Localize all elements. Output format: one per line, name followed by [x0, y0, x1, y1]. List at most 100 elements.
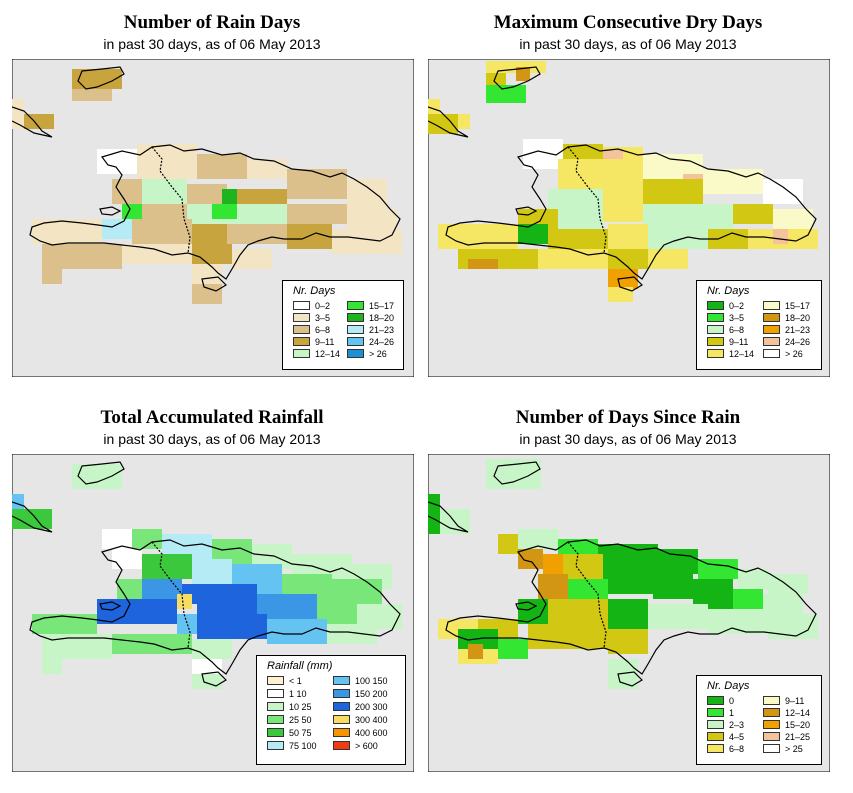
legend-swatch	[333, 715, 350, 724]
legend-item: 50 75	[267, 728, 312, 738]
legend-item: 150 200	[333, 689, 388, 699]
legend-swatch	[707, 337, 724, 346]
legend-item: 24–26	[347, 337, 394, 347]
map	[428, 454, 830, 772]
legend-swatch	[333, 741, 350, 750]
legend-swatch	[267, 702, 284, 711]
legend-item: 12–14	[293, 349, 340, 359]
panel-subtitle: in past 30 days, as of 06 May 2013	[519, 36, 737, 52]
legend-swatch	[293, 301, 310, 310]
legend-item: 2–3	[707, 720, 744, 730]
legend-swatch	[267, 689, 284, 698]
legend-swatch	[707, 313, 724, 322]
panel-title: Maximum Consecutive Dry Days	[493, 12, 763, 33]
legend-swatch	[267, 676, 284, 685]
legend-item: 0–2	[707, 301, 744, 311]
legend-swatch	[763, 744, 780, 753]
legend-item: 3–5	[707, 313, 744, 323]
legend-swatch	[333, 689, 350, 698]
legend-swatch	[707, 732, 724, 741]
legend: Rainfall (mm) < 1 1 10 10 25 25 50 50 75…	[256, 655, 406, 765]
grid-cells	[428, 459, 818, 689]
legend-swatch	[293, 349, 310, 358]
legend-item: 15–20	[763, 720, 810, 730]
legend-swatch	[763, 301, 780, 310]
legend-item: 75 100	[267, 741, 317, 751]
legend-swatch	[763, 337, 780, 346]
panel-total-rainfall: Total Accumulated Rainfall in past 30 da…	[12, 399, 414, 784]
legend-item: 300 400	[333, 715, 388, 725]
legend-item: 21–23	[347, 325, 394, 335]
coastline	[428, 461, 817, 687]
legend-swatch	[763, 313, 780, 322]
panel-subtitle: in past 30 days, as of 06 May 2013	[103, 36, 321, 52]
legend-item: 6–8	[707, 744, 744, 754]
legend-swatch	[763, 696, 780, 705]
legend-swatch	[707, 696, 724, 705]
legend-item: 0–2	[293, 301, 330, 311]
legend-item: 6–8	[707, 325, 744, 335]
legend-item: > 26	[763, 349, 803, 359]
legend-item: 6–8	[293, 325, 330, 335]
legend-swatch	[293, 337, 310, 346]
legend-item: 24–26	[763, 337, 810, 347]
legend-item: 12–14	[707, 349, 754, 359]
legend-item: 200 300	[333, 702, 388, 712]
legend-item: 18–20	[763, 313, 810, 323]
legend-item: 9–11	[707, 337, 748, 347]
legend-swatch	[763, 325, 780, 334]
legend-swatch	[347, 325, 364, 334]
legend-item: 21–23	[763, 325, 810, 335]
legend-item: 9–11	[763, 696, 804, 706]
legend-swatch	[347, 313, 364, 322]
legend-item: < 1	[267, 676, 302, 686]
legend: Nr. Days 0 1 2–3 4–5 6–8 9–11 12–14 15–2…	[696, 675, 822, 765]
legend-item: > 26	[347, 349, 387, 359]
legend: Nr. Days 0–2 3–5 6–8 9–11 12–14 15–17 18…	[282, 280, 404, 370]
panel-subtitle: in past 30 days, as of 06 May 2013	[103, 431, 321, 447]
legend-swatch	[293, 313, 310, 322]
legend-swatch	[763, 708, 780, 717]
legend-item: > 600	[333, 741, 378, 751]
legend-item: 400 600	[333, 728, 388, 738]
legend-swatch	[707, 325, 724, 334]
legend-swatch	[707, 349, 724, 358]
legend-swatch	[707, 708, 724, 717]
legend-swatch	[267, 741, 284, 750]
legend-item: 12–14	[763, 708, 810, 718]
coastline	[12, 461, 401, 687]
coastline	[12, 66, 401, 292]
legend-item: 1 10	[267, 689, 307, 699]
panel-title: Number of Rain Days	[123, 12, 301, 33]
legend-swatch	[763, 720, 780, 729]
legend-swatch	[333, 676, 350, 685]
panel-title: Total Accumulated Rainfall	[100, 407, 324, 428]
coastline	[428, 66, 817, 292]
legend-swatch	[293, 325, 310, 334]
legend-item: 3–5	[293, 313, 330, 323]
map	[12, 59, 414, 377]
legend-item: 10 25	[267, 702, 312, 712]
legend-swatch	[333, 728, 350, 737]
grid-cells	[12, 69, 402, 304]
legend-swatch	[707, 301, 724, 310]
legend-title: Nr. Days	[707, 285, 750, 297]
legend-swatch	[267, 728, 284, 737]
legend-item: 15–17	[347, 301, 394, 311]
legend-swatch	[333, 702, 350, 711]
panel-subtitle: in past 30 days, as of 06 May 2013	[519, 431, 737, 447]
legend-item: > 25	[763, 744, 803, 754]
legend-title: Nr. Days	[293, 285, 336, 297]
legend-item: 9–11	[293, 337, 334, 347]
legend-swatch	[707, 744, 724, 753]
panel-title: Number of Days Since Rain	[515, 407, 741, 428]
legend-title: Rainfall (mm)	[267, 660, 333, 672]
legend-swatch	[267, 715, 284, 724]
map	[428, 59, 830, 377]
legend-swatch	[347, 349, 364, 358]
legend-item: 1	[707, 708, 734, 718]
legend-swatch	[347, 337, 364, 346]
legend-item: 15–17	[763, 301, 810, 311]
legend-swatch	[763, 732, 780, 741]
panel-max-dry-days: Maximum Consecutive Dry Days in past 30 …	[428, 4, 830, 389]
